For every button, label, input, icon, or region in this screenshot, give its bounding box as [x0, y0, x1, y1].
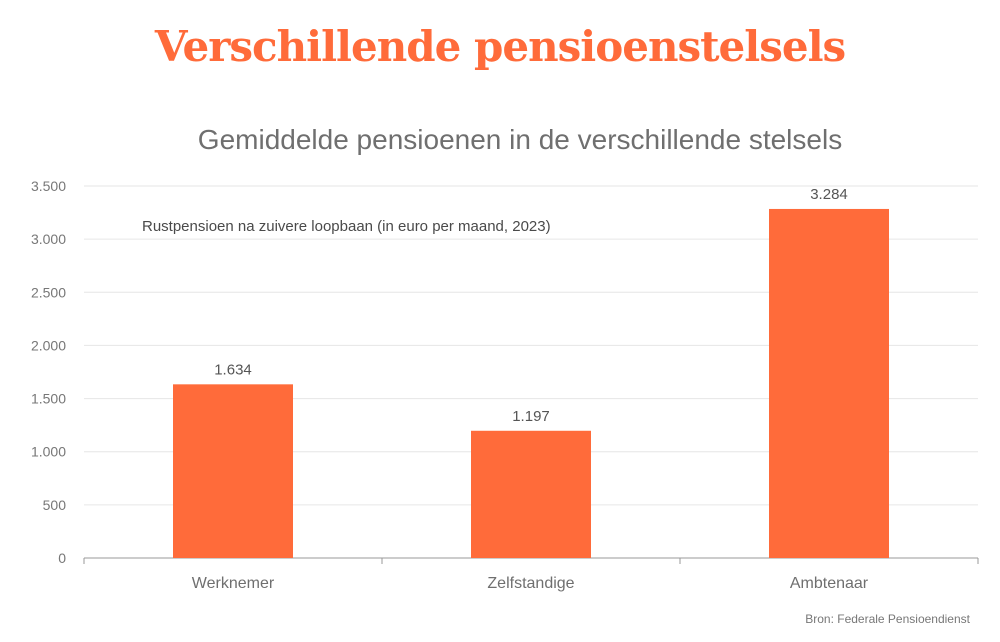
data-label: 3.284: [810, 186, 848, 203]
bar: [769, 208, 889, 559]
category-label: Werknemer: [192, 575, 275, 592]
y-tick-label: 0: [58, 550, 66, 566]
category-label: Ambtenaar: [790, 575, 869, 592]
y-tick-label: 500: [43, 497, 67, 513]
y-tick-label: 2.000: [31, 337, 66, 353]
data-label: 1.634: [214, 361, 252, 378]
y-tick-label: 1.500: [31, 391, 66, 407]
bar: [173, 384, 293, 558]
category-label: Zelfstandige: [487, 575, 574, 592]
page-title: Verschillende pensioenstelsels: [154, 22, 846, 71]
y-tick-label: 1.000: [31, 444, 66, 460]
y-tick-label: 3.500: [31, 178, 66, 194]
chart-annotation: Rustpensioen na zuivere loopbaan (in eur…: [142, 218, 551, 235]
source-note: Bron: Federale Pensioendienst: [805, 612, 970, 626]
chart-title: Gemiddelde pensioenen in de verschillend…: [197, 124, 843, 155]
bar: [471, 430, 591, 558]
y-tick-label: 3.000: [31, 231, 66, 247]
data-label: 1.197: [512, 408, 550, 425]
y-tick-label: 2.500: [31, 284, 66, 300]
